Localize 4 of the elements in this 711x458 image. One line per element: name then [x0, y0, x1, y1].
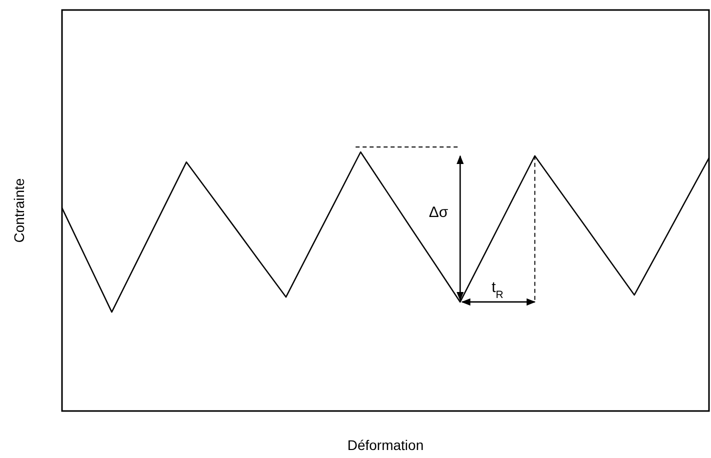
annotation: Δσ [428, 204, 449, 221]
annotation: t$_{R}$ [492, 278, 504, 301]
x-axis-title: Déformation [347, 437, 424, 453]
y-axis-title: Contrainte [11, 178, 27, 243]
